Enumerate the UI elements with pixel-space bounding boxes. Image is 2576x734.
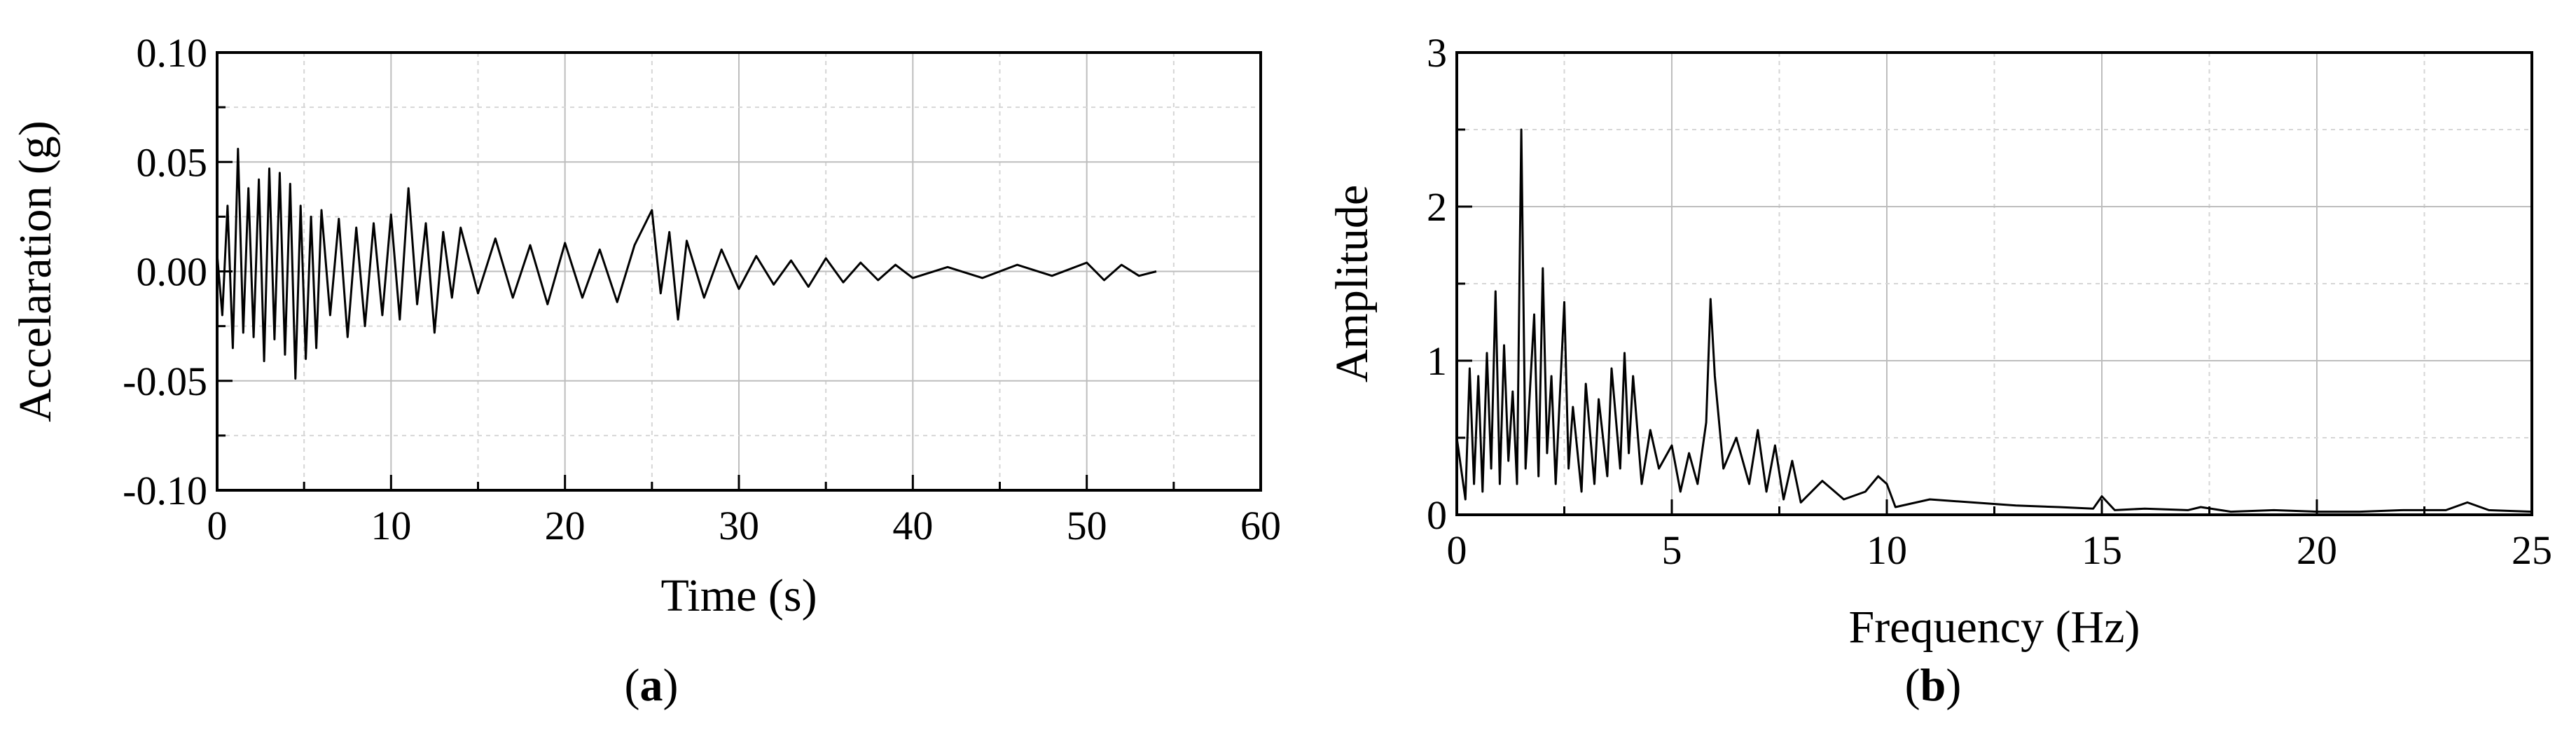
y-tick-label: -0.10 <box>123 468 207 513</box>
grid-a <box>217 53 1261 490</box>
x-axis-label-b: Frequency (Hz) <box>1849 602 2140 653</box>
x-tick-label: 40 <box>892 503 933 548</box>
x-tick-label: 25 <box>2512 527 2552 573</box>
series-b <box>1455 128 2533 513</box>
y-tick-label: 0.10 <box>137 30 208 76</box>
series-line <box>216 148 1157 380</box>
series-a <box>216 148 1157 380</box>
x-tick-label: 20 <box>2297 527 2337 573</box>
x-tick-label: 5 <box>1662 527 1682 573</box>
series-line <box>1455 128 2533 513</box>
panel-label-a-letter: a <box>640 660 663 711</box>
x-tick-label: 50 <box>1067 503 1107 548</box>
y-tick-label: 3 <box>1427 30 1447 76</box>
y-tick-label: 0 <box>1427 492 1447 538</box>
x-tick-label: 15 <box>2082 527 2122 573</box>
y-tick-label: 0.05 <box>137 139 208 185</box>
x-axis-label-a: Time (s) <box>660 570 817 621</box>
ticks-a: 0 10 20 30 40 50 60 0.10 0.05 0.00 -0.05 -0.10 <box>123 30 1281 548</box>
panel-label-b: (b) <box>1905 660 1962 711</box>
y-tick-label: 0.00 <box>137 249 208 295</box>
grid-b <box>1457 53 2532 515</box>
x-tick-label: 0 <box>207 503 228 548</box>
panel-label-a: (a) <box>625 660 679 711</box>
x-tick-label: 10 <box>371 503 411 548</box>
x-tick-label: 0 <box>1447 527 1467 573</box>
panel-label-b-letter: b <box>1920 660 1946 711</box>
x-tick-label: 20 <box>545 503 586 548</box>
y-axis-label-a: Accelaration (g) <box>10 120 61 422</box>
chart-panel-a: 0 10 20 30 40 50 60 0.10 0.05 0.00 -0.05 -0.10 Time… <box>10 30 1281 711</box>
x-tick-label: 30 <box>719 503 759 548</box>
x-tick-label: 10 <box>1867 527 1907 573</box>
y-tick-label: 2 <box>1427 184 1447 230</box>
y-tick-label: 1 <box>1427 338 1447 384</box>
y-axis-label-b: Amplitude <box>1327 185 1378 382</box>
x-tick-label: 60 <box>1240 503 1281 548</box>
y-tick-label: -0.05 <box>123 359 207 404</box>
